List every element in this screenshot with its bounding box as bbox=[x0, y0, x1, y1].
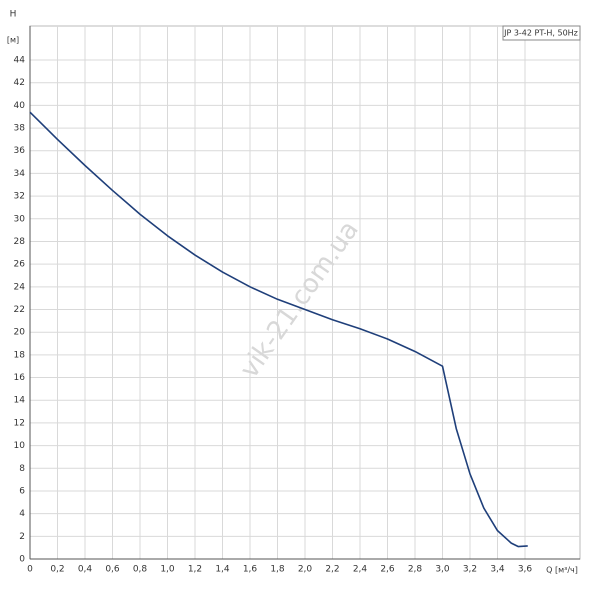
x-tick-label: 3,0 bbox=[435, 565, 450, 575]
x-tick-label: 2,4 bbox=[353, 565, 368, 575]
x-tick-label: 2,2 bbox=[325, 565, 339, 575]
x-tick-label: 0 bbox=[27, 565, 33, 575]
legend-label: JP 3-42 PT-H, 50Hz bbox=[503, 29, 578, 38]
y-tick-label: 36 bbox=[14, 146, 26, 156]
x-tick-label: 1,0 bbox=[160, 565, 175, 575]
y-tick-label: 12 bbox=[14, 418, 25, 428]
x-tick-label: 3,4 bbox=[490, 565, 505, 575]
x-tick-label: 0,4 bbox=[78, 565, 93, 575]
x-tick-label: 1,8 bbox=[270, 565, 285, 575]
y-tick-label: 4 bbox=[19, 509, 25, 519]
y-tick-label: 30 bbox=[14, 214, 26, 224]
x-tick-label: 3,2 bbox=[463, 565, 477, 575]
y-tick-label: 28 bbox=[14, 237, 26, 247]
y-tick-label: 24 bbox=[14, 282, 26, 292]
y-axis-label: H bbox=[10, 10, 17, 20]
y-tick-label: 10 bbox=[14, 441, 26, 451]
x-tick-label: 2,0 bbox=[298, 565, 313, 575]
legend-box bbox=[502, 25, 581, 41]
x-tick-label: 1,4 bbox=[215, 565, 230, 575]
x-tick-label: 1,2 bbox=[188, 565, 202, 575]
y-tick-label: 14 bbox=[14, 396, 26, 406]
y-tick-label: 0 bbox=[19, 555, 25, 565]
y-tick-label: 6 bbox=[19, 486, 25, 496]
y-tick-label: 38 bbox=[14, 124, 26, 134]
y-tick-label: 16 bbox=[14, 373, 26, 383]
x-tick-label: 0,8 bbox=[133, 565, 148, 575]
x-tick-label: 0,6 bbox=[105, 565, 120, 575]
x-tick-label: 1,6 bbox=[243, 565, 258, 575]
y-tick-label: 32 bbox=[14, 192, 25, 202]
x-tick-label: 2,6 bbox=[380, 565, 395, 575]
x-tick-label: 2,8 bbox=[408, 565, 423, 575]
x-axis-label: Q [м³/ч] bbox=[546, 566, 578, 575]
y-tick-label: 42 bbox=[14, 78, 25, 88]
y-tick-label: 44 bbox=[14, 56, 26, 66]
y-tick-label: 20 bbox=[14, 328, 26, 338]
x-tick-label: 3,6 bbox=[518, 565, 533, 575]
y-axis-unit: [м] bbox=[7, 36, 19, 45]
curve bbox=[29, 111, 528, 548]
y-tick-label: 8 bbox=[19, 464, 25, 474]
y-tick-label: 22 bbox=[14, 305, 25, 315]
y-tick-label: 18 bbox=[14, 350, 26, 360]
y-tick-label: 26 bbox=[14, 260, 26, 270]
y-tick-label: 2 bbox=[19, 532, 25, 542]
y-tick-label: 40 bbox=[14, 101, 26, 111]
x-tick-label: 0,2 bbox=[50, 565, 64, 575]
y-tick-label: 34 bbox=[14, 169, 26, 179]
